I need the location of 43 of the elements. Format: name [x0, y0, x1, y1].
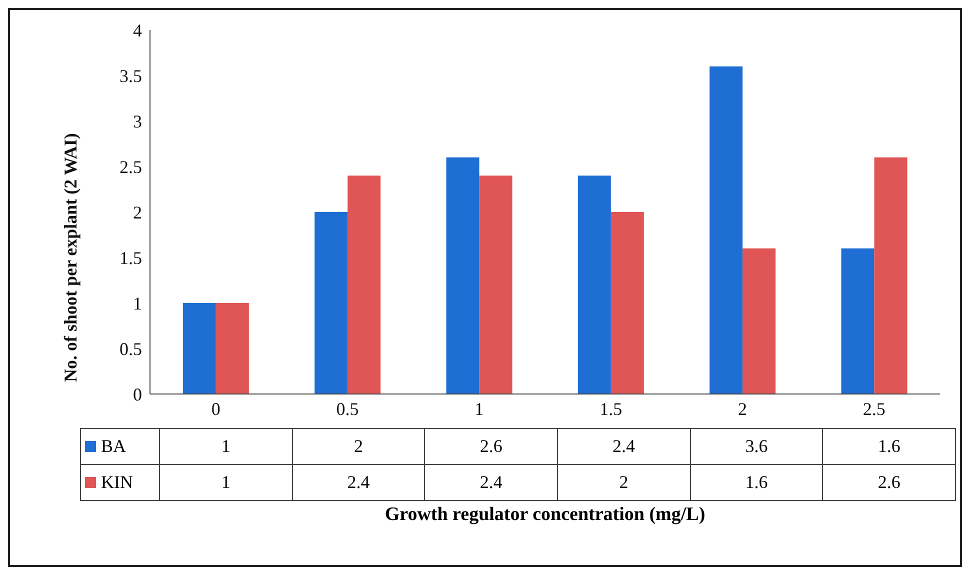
- bar: [841, 248, 874, 394]
- x-tick-label: 0.5: [336, 398, 359, 419]
- data-label: 1: [160, 464, 292, 500]
- data-label: 2.4: [424, 464, 558, 500]
- data-label: 3.6: [690, 428, 823, 464]
- bar: [446, 157, 480, 394]
- y-tick-label: 0.5: [120, 338, 142, 359]
- data-label: 1.6: [690, 464, 823, 500]
- y-tick-label: 2.5: [120, 156, 142, 177]
- x-tick-label: 2.5: [862, 398, 886, 419]
- legend-label: BA: [100, 436, 126, 456]
- data-label: 2: [557, 464, 690, 500]
- bar: [216, 303, 249, 394]
- bar: [182, 303, 216, 394]
- data-label: 2.6: [424, 428, 558, 464]
- bar: [479, 176, 512, 394]
- x-tick-label: 0: [211, 398, 220, 419]
- bar: [710, 66, 743, 394]
- bar: [348, 176, 381, 394]
- data-label: 2.4: [292, 464, 425, 500]
- x-axis-title: Growth regulator concentration (mg/L): [384, 504, 706, 526]
- y-tick-label: 4: [133, 20, 142, 40]
- data-label: 2.6: [822, 464, 956, 500]
- x-tick-label: 1.5: [600, 398, 622, 419]
- y-tick-label: 2: [133, 202, 142, 222]
- legend-label: KIN: [100, 472, 133, 492]
- bar: [578, 176, 611, 394]
- y-axis-title: No. of shoot per explant (2 WAI): [60, 133, 80, 382]
- data-label: 2.4: [557, 428, 690, 464]
- x-tick-label: 2: [738, 398, 747, 419]
- y-tick-label: 1.5: [120, 248, 142, 268]
- x-tick-label: 1: [474, 398, 484, 419]
- data-label: 1: [160, 428, 292, 464]
- bar: [314, 212, 348, 394]
- bar: [742, 248, 776, 394]
- y-tick-label: 0: [133, 384, 142, 404]
- y-tick-label: 3.5: [120, 66, 142, 86]
- bar: [610, 212, 644, 394]
- data-label: 1.6: [822, 428, 956, 464]
- y-tick-label: 1: [133, 293, 142, 314]
- y-tick-label: 3: [133, 111, 142, 132]
- data-label: 2: [292, 428, 425, 464]
- bar: [874, 157, 908, 394]
